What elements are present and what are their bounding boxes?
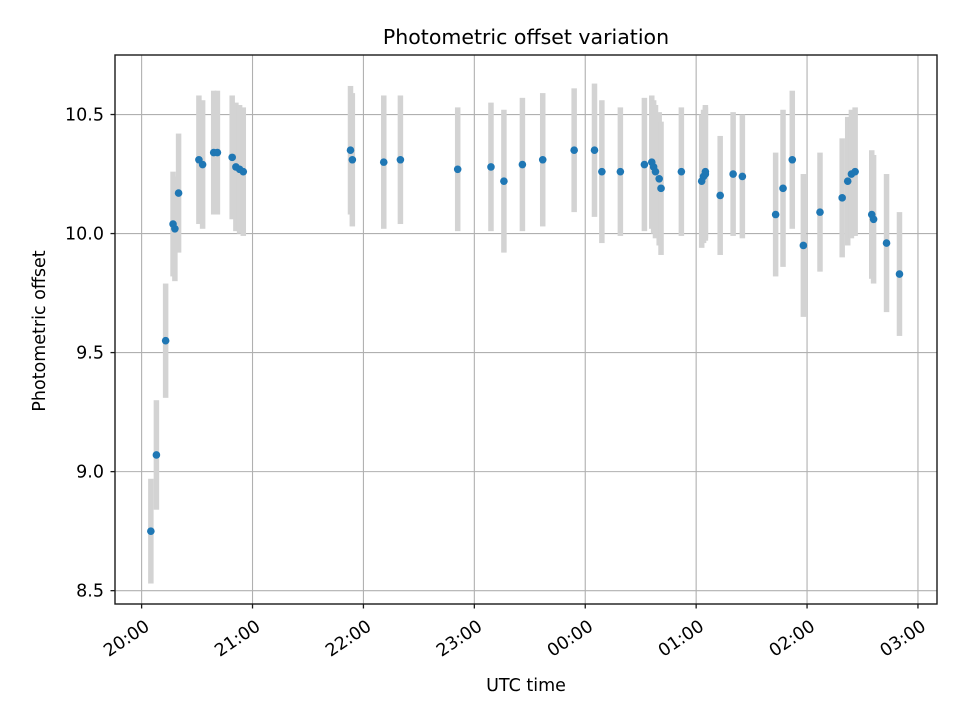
data-point bbox=[779, 184, 787, 193]
data-point bbox=[396, 155, 405, 164]
x-axis-label: UTC time bbox=[486, 676, 566, 696]
axis-ticks bbox=[110, 113, 919, 609]
data-point bbox=[228, 153, 236, 162]
gridlines bbox=[115, 55, 937, 604]
data-point bbox=[147, 527, 155, 535]
data-points bbox=[147, 146, 904, 535]
data-point bbox=[198, 160, 207, 169]
data-point bbox=[716, 191, 724, 200]
y-tick-label: 9.5 bbox=[76, 344, 104, 364]
data-point bbox=[518, 160, 527, 169]
data-point bbox=[616, 167, 625, 176]
y-tick-label: 9.0 bbox=[76, 463, 104, 483]
data-point bbox=[348, 155, 357, 164]
data-point bbox=[487, 163, 495, 171]
data-point bbox=[851, 167, 859, 176]
data-point bbox=[152, 451, 161, 459]
data-point bbox=[213, 148, 222, 157]
data-point bbox=[590, 146, 599, 155]
data-point bbox=[171, 224, 179, 233]
data-point bbox=[788, 155, 797, 164]
data-point bbox=[869, 215, 878, 224]
data-point bbox=[799, 241, 808, 250]
data-point bbox=[651, 167, 660, 176]
data-point bbox=[453, 165, 462, 174]
y-tick-labels: 8.5 9.0 9.5 10.0 10.5 bbox=[65, 106, 104, 602]
data-point bbox=[161, 336, 170, 345]
y-tick-label: 10.5 bbox=[65, 106, 104, 126]
data-point bbox=[729, 170, 737, 178]
data-point bbox=[657, 184, 665, 193]
data-point bbox=[239, 167, 248, 176]
data-point bbox=[346, 146, 355, 155]
y-tick-label: 10.0 bbox=[65, 225, 104, 245]
data-point bbox=[538, 155, 547, 164]
data-point bbox=[738, 172, 747, 181]
data-point bbox=[816, 208, 824, 216]
data-point bbox=[771, 210, 780, 219]
data-point bbox=[500, 177, 508, 185]
data-point bbox=[174, 189, 183, 197]
axes-spines bbox=[114, 54, 938, 605]
chart-title: Photometric offset variation bbox=[382, 25, 670, 49]
y-tick-label: 8.5 bbox=[76, 582, 104, 602]
data-point bbox=[895, 270, 904, 278]
data-point bbox=[655, 174, 663, 183]
data-point bbox=[379, 158, 388, 166]
data-point bbox=[843, 177, 852, 185]
data-point bbox=[640, 160, 649, 169]
data-point bbox=[838, 194, 846, 202]
data-point bbox=[701, 167, 710, 176]
data-point bbox=[677, 167, 686, 176]
data-point bbox=[570, 146, 578, 155]
data-point bbox=[598, 167, 606, 176]
y-axis-label: Photometric offset bbox=[30, 250, 50, 412]
data-point bbox=[882, 239, 891, 247]
